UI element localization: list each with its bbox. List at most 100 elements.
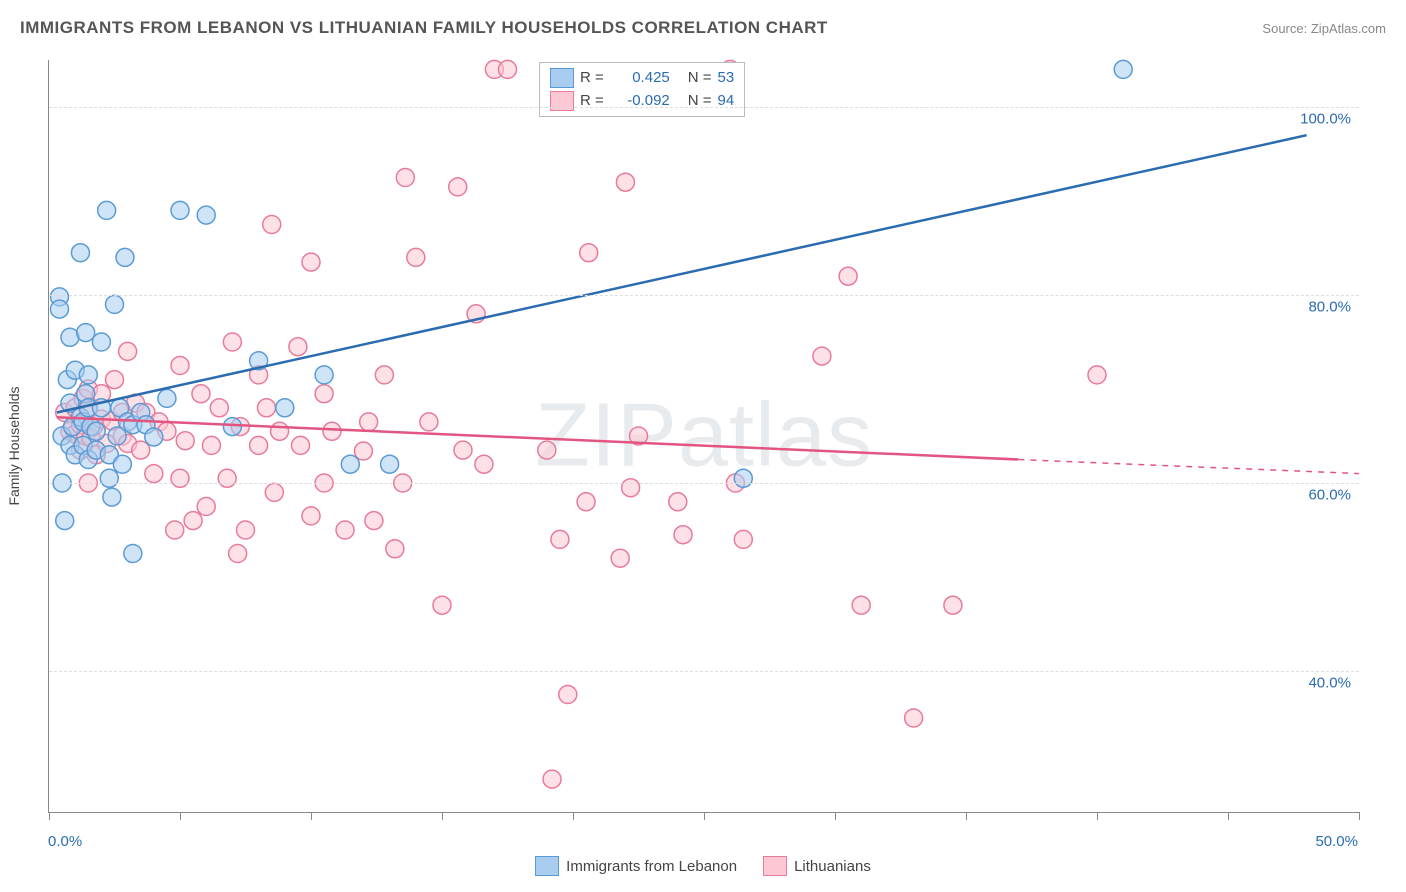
data-point: [145, 465, 163, 483]
data-point: [813, 347, 831, 365]
data-point: [315, 366, 333, 384]
data-point: [237, 521, 255, 539]
data-point: [302, 253, 320, 271]
data-point: [276, 399, 294, 417]
data-point: [103, 488, 121, 506]
legend-stat-row: R =-0.092N =94: [550, 90, 734, 113]
data-point: [171, 201, 189, 219]
data-point: [92, 333, 110, 351]
data-point: [223, 418, 241, 436]
y-tick-label: 80.0%: [1308, 299, 1351, 316]
scatter-plot-area: ZIPatlas R =0.425N =53R =-0.092N =94 40.…: [48, 60, 1359, 813]
trend-line-dashed: [1018, 460, 1359, 474]
x-axis-max-label: 50.0%: [1315, 833, 1358, 850]
data-point: [375, 366, 393, 384]
data-point: [171, 357, 189, 375]
data-point: [71, 244, 89, 262]
data-point: [229, 545, 247, 563]
data-point: [202, 436, 220, 454]
grid-line: [49, 107, 1359, 108]
data-point: [577, 493, 595, 511]
legend-stat-row: R =0.425N =53: [550, 67, 734, 90]
grid-line: [49, 671, 1359, 672]
data-point: [119, 342, 137, 360]
data-point: [905, 709, 923, 727]
data-point: [944, 596, 962, 614]
bottom-legend: Immigrants from Lebanon Lithuanians: [0, 856, 1406, 876]
legend-swatch: [535, 856, 559, 876]
y-axis-title: Family Households: [6, 386, 22, 505]
data-point: [79, 366, 97, 384]
legend-item-lebanon: Immigrants from Lebanon: [535, 856, 737, 876]
data-point: [336, 521, 354, 539]
x-tick: [49, 812, 50, 820]
data-point: [839, 267, 857, 285]
y-tick-label: 40.0%: [1308, 675, 1351, 692]
data-point: [360, 413, 378, 431]
data-point: [210, 399, 228, 417]
data-point: [386, 540, 404, 558]
x-tick: [1228, 812, 1229, 820]
legend-swatch: [550, 68, 574, 88]
data-point: [87, 422, 105, 440]
data-point: [184, 512, 202, 530]
data-point: [106, 295, 124, 313]
data-point: [158, 389, 176, 407]
stats-legend: R =0.425N =53R =-0.092N =94: [539, 62, 745, 117]
data-point: [124, 545, 142, 563]
data-point: [292, 436, 310, 454]
x-tick: [1359, 812, 1360, 820]
x-tick: [704, 812, 705, 820]
data-point: [551, 530, 569, 548]
data-point: [669, 493, 687, 511]
data-point: [166, 521, 184, 539]
grid-line: [49, 483, 1359, 484]
data-point: [223, 333, 241, 351]
data-point: [323, 422, 341, 440]
legend-label: Lithuanians: [794, 858, 871, 875]
chart-source: Source: ZipAtlas.com: [1262, 21, 1386, 36]
x-tick: [966, 812, 967, 820]
data-point: [407, 248, 425, 266]
data-point: [116, 248, 134, 266]
data-point: [396, 169, 414, 187]
grid-line: [49, 295, 1359, 296]
data-point: [98, 201, 116, 219]
data-point: [192, 385, 210, 403]
data-point: [315, 385, 333, 403]
legend-label: Immigrants from Lebanon: [566, 858, 737, 875]
chart-header: IMMIGRANTS FROM LEBANON VS LITHUANIAN FA…: [20, 18, 1386, 38]
data-point: [381, 455, 399, 473]
x-tick: [180, 812, 181, 820]
x-tick: [311, 812, 312, 820]
data-point: [77, 324, 95, 342]
legend-item-lithuanians: Lithuanians: [763, 856, 871, 876]
data-point: [538, 441, 556, 459]
data-point: [734, 530, 752, 548]
data-point: [734, 469, 752, 487]
x-tick: [442, 812, 443, 820]
y-tick-label: 100.0%: [1300, 111, 1351, 128]
data-point: [475, 455, 493, 473]
trend-line: [57, 135, 1307, 412]
data-point: [113, 455, 131, 473]
data-point: [263, 216, 281, 234]
data-point: [289, 338, 307, 356]
data-point: [674, 526, 692, 544]
data-point: [449, 178, 467, 196]
data-point: [365, 512, 383, 530]
data-point: [56, 512, 74, 530]
data-point: [559, 686, 577, 704]
data-point: [171, 469, 189, 487]
x-tick: [835, 812, 836, 820]
data-point: [1088, 366, 1106, 384]
data-point: [106, 371, 124, 389]
data-point: [176, 432, 194, 450]
data-point: [852, 596, 870, 614]
legend-swatch: [763, 856, 787, 876]
data-point: [218, 469, 236, 487]
data-point: [420, 413, 438, 431]
chart-svg: [49, 60, 1359, 812]
data-point: [271, 422, 289, 440]
data-point: [197, 206, 215, 224]
